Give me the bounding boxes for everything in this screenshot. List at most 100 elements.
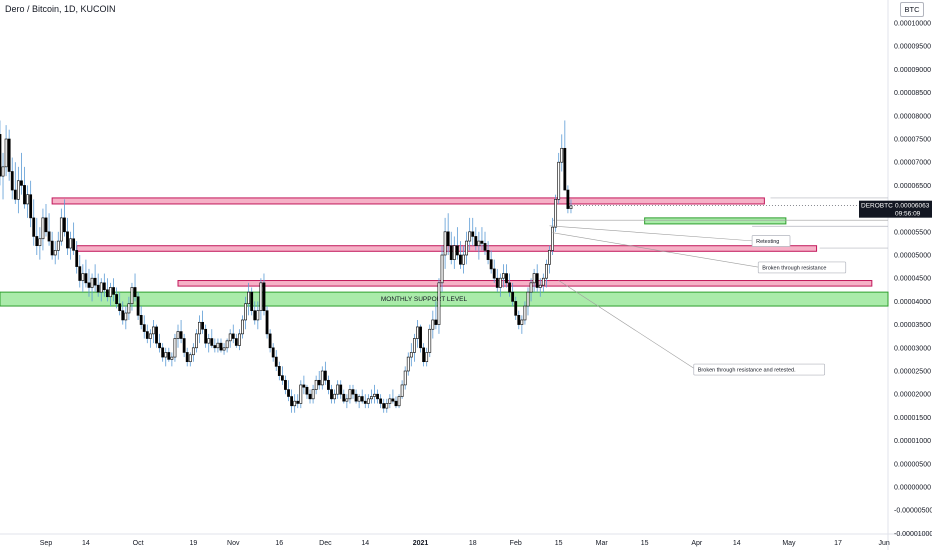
- candle-body-down: [354, 393, 358, 402]
- candle-body-up: [409, 352, 413, 358]
- candle-body-up: [228, 333, 232, 342]
- candle-body-up: [293, 400, 297, 407]
- candle: [357, 394, 361, 409]
- candle-body-down: [274, 356, 278, 367]
- candle-body-down: [253, 310, 257, 321]
- price-tick-label: 0.00009000: [894, 67, 931, 74]
- candle: [59, 208, 63, 246]
- time-tick-label: Nov: [227, 540, 240, 547]
- candle: [532, 268, 536, 293]
- candle-body-up: [130, 287, 134, 305]
- candle: [320, 366, 324, 390]
- candle-body-down: [133, 287, 137, 298]
- candle: [403, 366, 407, 390]
- candle-body-down: [360, 396, 364, 402]
- candle-body-down: [219, 342, 223, 351]
- candle: [142, 315, 146, 339]
- price-tick-label: 0.00000000: [894, 485, 931, 492]
- candle-body-down: [302, 384, 306, 388]
- candle-body-up: [541, 277, 545, 286]
- price-tick-label: 0.00008500: [894, 90, 931, 97]
- candle: [296, 394, 300, 409]
- candle: [41, 208, 45, 251]
- candle: [520, 315, 524, 334]
- price-tick-label: 0.00007500: [894, 137, 931, 144]
- candle-body-down: [330, 389, 333, 400]
- candle-body-up: [425, 352, 429, 363]
- candle: [81, 264, 85, 293]
- candle: [167, 347, 171, 362]
- price-tick-label: 0.00007000: [894, 160, 931, 167]
- candle: [566, 185, 570, 214]
- candle-body-down: [511, 291, 515, 302]
- time-tick-label: Oct: [133, 540, 144, 547]
- candle-body-up: [468, 231, 472, 242]
- candle: [419, 324, 422, 353]
- candle: [16, 166, 20, 214]
- candle-body-down: [32, 217, 36, 237]
- time-tick-label: Feb: [510, 540, 522, 547]
- candle: [486, 241, 490, 265]
- candle-body-up: [557, 161, 561, 200]
- candle-body-up: [406, 356, 410, 372]
- candle: [173, 333, 177, 362]
- candle-body-down: [121, 310, 125, 321]
- candle: [277, 361, 281, 381]
- candle-body-up: [198, 321, 201, 335]
- candle: [148, 329, 152, 348]
- candle: [459, 241, 462, 269]
- candle: [471, 217, 475, 246]
- candle: [348, 384, 352, 404]
- candle: [161, 343, 165, 362]
- price-tag-box: [859, 200, 932, 218]
- candle-body-up: [333, 393, 336, 400]
- candle: [538, 278, 542, 297]
- callout-box: [757, 261, 847, 274]
- candle-body-down: [290, 396, 294, 407]
- time-tick-label: Apr: [691, 540, 703, 547]
- candle: [302, 375, 306, 395]
- price-axis[interactable]: 0.00010000 0.00009500 0.00009000 0.00008500…: [894, 21, 932, 538]
- candle: [13, 162, 17, 204]
- candle-body-down: [210, 338, 214, 346]
- price-tick-label: -0.00001000: [894, 531, 932, 538]
- candle-body-down: [213, 345, 217, 349]
- candle-body-up: [462, 254, 465, 265]
- price-tick-label: -0.00000500: [894, 508, 932, 515]
- candle-body-down: [87, 282, 91, 288]
- candle-body-down: [382, 403, 386, 409]
- candle: [112, 278, 115, 302]
- candle: [84, 259, 88, 288]
- candle-body-up: [173, 338, 177, 358]
- time-axis[interactable]: 7Sep14Oct19Nov16Dec14202118Feb15Mar15Apr…: [0, 540, 890, 547]
- candle-body-down: [363, 400, 367, 404]
- candle-body-down: [29, 194, 33, 219]
- candle: [293, 394, 297, 413]
- candle-body-up: [16, 180, 20, 200]
- candle-body-down: [342, 393, 346, 402]
- candle: [106, 278, 109, 302]
- candle: [268, 329, 272, 353]
- candle: [342, 389, 346, 404]
- candle-body-down: [118, 303, 122, 311]
- candle: [118, 292, 122, 316]
- candle: [44, 203, 48, 237]
- candle: [63, 199, 66, 237]
- candle-body-down: [185, 352, 189, 363]
- candle-body-down: [483, 243, 487, 251]
- candle-body-down: [284, 379, 287, 390]
- candle-body-up: [477, 240, 481, 247]
- candle-body-down: [446, 231, 450, 247]
- candle-body-down: [514, 301, 518, 316]
- candle-body-up: [69, 238, 72, 249]
- time-tick-label: 17: [834, 540, 842, 547]
- candle-body-up: [56, 240, 60, 251]
- currency-badge[interactable]: BTC: [900, 2, 924, 17]
- candle: [517, 310, 521, 330]
- price-tag-symbol: DEROBTC: [861, 203, 893, 210]
- candle: [514, 296, 518, 320]
- candle: [50, 231, 54, 260]
- candle-body-up: [225, 340, 229, 349]
- candle: [7, 129, 11, 181]
